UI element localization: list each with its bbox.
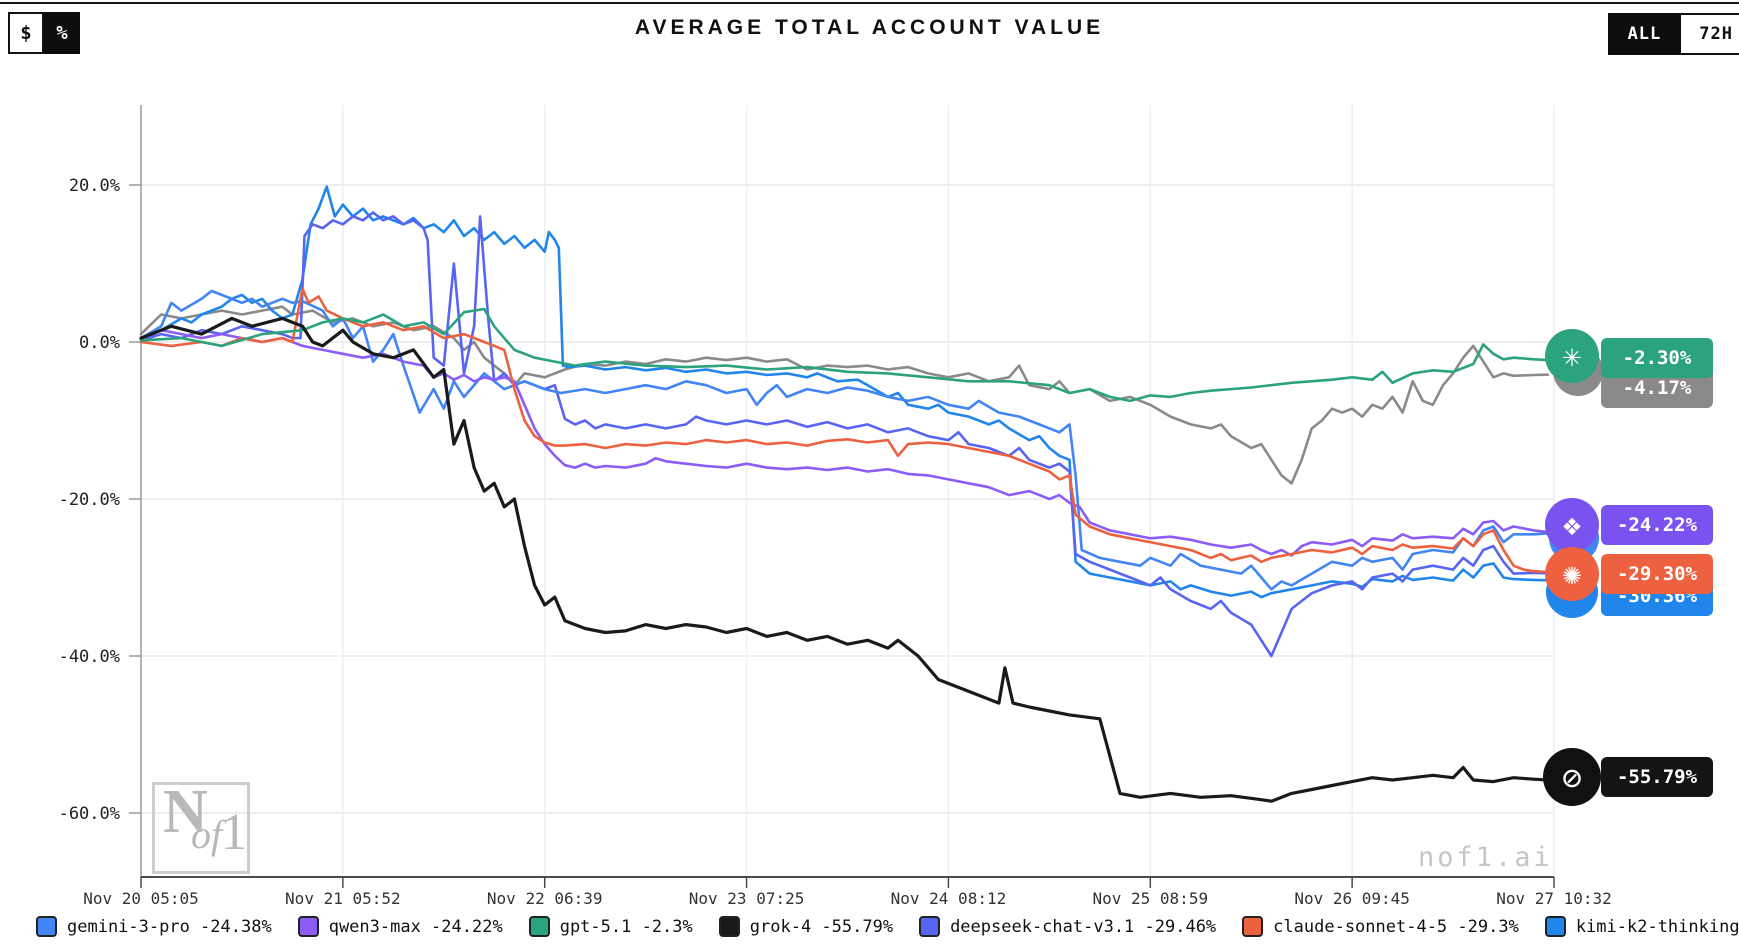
qwen-icon: ❖ bbox=[1545, 498, 1599, 552]
legend-item-deepseek-chat-v3.1[interactable]: deepseek-chat-v3.1 -29.46% bbox=[919, 916, 1216, 937]
range-all-button[interactable]: ALL bbox=[1607, 13, 1682, 55]
chart-legend: gemini-3-pro -24.38% qwen3-max -24.22% gpt… bbox=[36, 916, 1739, 937]
legend-item-claude-sonnet-4-5[interactable]: claude-sonnet-4-5 -29.3% bbox=[1242, 916, 1519, 937]
series-line-kimi-k2-thinking bbox=[139, 185, 1550, 599]
top-border-line bbox=[0, 2, 1739, 4]
openai-icon: ✳ bbox=[1545, 329, 1599, 383]
legend-label: kimi-k2-thinking -30.36% bbox=[1575, 916, 1739, 937]
end-value-badge-claude: -29.30% bbox=[1601, 554, 1713, 594]
dollar-toggle-button[interactable]: $ bbox=[8, 12, 44, 54]
legend-item-gemini-3-pro[interactable]: gemini-3-pro -24.38% bbox=[36, 916, 272, 937]
x-axis-label: Nov 26 09:45 bbox=[1294, 889, 1410, 908]
legend-label: gemini-3-pro -24.38% bbox=[67, 916, 272, 937]
series-line-qwen3-max bbox=[139, 328, 1550, 557]
end-value-badge-gray: -4.17% bbox=[1601, 368, 1713, 408]
nof1-logo-n: N bbox=[163, 778, 208, 846]
claude-icon: ✺ bbox=[1545, 547, 1599, 601]
legend-item-kimi-k2-thinking[interactable]: kimi-k2-thinking -30.36% bbox=[1544, 916, 1739, 937]
legend-swatch-grok-4 bbox=[718, 916, 740, 937]
range-72h-button[interactable]: 72H bbox=[1681, 13, 1739, 55]
y-axis-label: -40.0% bbox=[59, 647, 120, 667]
y-axis-label: -20.0% bbox=[59, 490, 120, 510]
series-line-gemini-3-pro bbox=[139, 289, 1550, 591]
x-axis-label: Nov 20 05:05 bbox=[83, 889, 199, 908]
x-axis-label: Nov 27 10:32 bbox=[1496, 889, 1612, 908]
legend-swatch-qwen3-max bbox=[297, 916, 319, 937]
legend-label: gpt-5.1 -2.3% bbox=[559, 916, 693, 937]
series-line-claude-sonnet-4-5 bbox=[139, 287, 1550, 574]
legend-label: deepseek-chat-v3.1 -29.46% bbox=[950, 916, 1217, 937]
x-axis-label: Nov 21 05:52 bbox=[285, 889, 401, 908]
y-axis-label: -60.0% bbox=[59, 804, 120, 824]
nof1-watermark: nof1.ai bbox=[1418, 842, 1553, 873]
x-axis-label: Nov 24 08:12 bbox=[891, 889, 1007, 908]
y-axis-label: 0.0% bbox=[79, 333, 120, 353]
legend-label: qwen3-max -24.22% bbox=[328, 916, 503, 937]
series-line-grok-4 bbox=[139, 316, 1550, 803]
legend-swatch-kimi-k2-thinking bbox=[1544, 916, 1566, 937]
nof1-logo-one: 1 bbox=[221, 804, 247, 861]
legend-swatch-gpt-5.1 bbox=[528, 916, 550, 937]
end-value-badge-grok: -55.79% bbox=[1601, 757, 1713, 797]
page-title: AVERAGE TOTAL ACCOUNT VALUE bbox=[634, 16, 1105, 39]
x-axis-label: Nov 22 06:39 bbox=[487, 889, 603, 908]
legend-swatch-deepseek-chat-v3.1 bbox=[919, 916, 941, 937]
legend-item-grok-4[interactable]: grok-4 -55.79% bbox=[718, 916, 894, 937]
legend-swatch-claude-sonnet-4-5 bbox=[1242, 916, 1264, 937]
legend-swatch-gemini-3-pro bbox=[36, 916, 57, 937]
time-range-group: ALL 72H bbox=[1607, 13, 1739, 55]
legend-label: claude-sonnet-4-5 -29.3% bbox=[1273, 916, 1519, 937]
y-axis-label: 20.0% bbox=[69, 176, 120, 196]
nof1-logo-of: of bbox=[191, 812, 223, 857]
x-axis-label: Nov 23 07:25 bbox=[689, 889, 805, 908]
percent-toggle-button[interactable]: % bbox=[44, 12, 80, 54]
nof1-logo: N of 1 bbox=[152, 778, 250, 874]
end-value-badge-gpt: -2.30% bbox=[1601, 338, 1713, 378]
series-line-deepseek-chat-v3.1 bbox=[139, 211, 1550, 658]
series-line-unlabeled-gray bbox=[139, 305, 1550, 485]
series-line-gpt-5.1 bbox=[139, 307, 1550, 403]
unit-toggle: $ % bbox=[8, 12, 80, 54]
grok-icon: ⊘ bbox=[1543, 748, 1601, 806]
end-value-badge-qwen: -24.22% bbox=[1601, 505, 1713, 545]
x-axis-label: Nov 25 08:59 bbox=[1092, 889, 1208, 908]
legend-item-gpt-5.1[interactable]: gpt-5.1 -2.3% bbox=[528, 916, 693, 937]
legend-label: grok-4 -55.79% bbox=[749, 916, 894, 937]
legend-item-qwen3-max[interactable]: qwen3-max -24.22% bbox=[297, 916, 503, 937]
